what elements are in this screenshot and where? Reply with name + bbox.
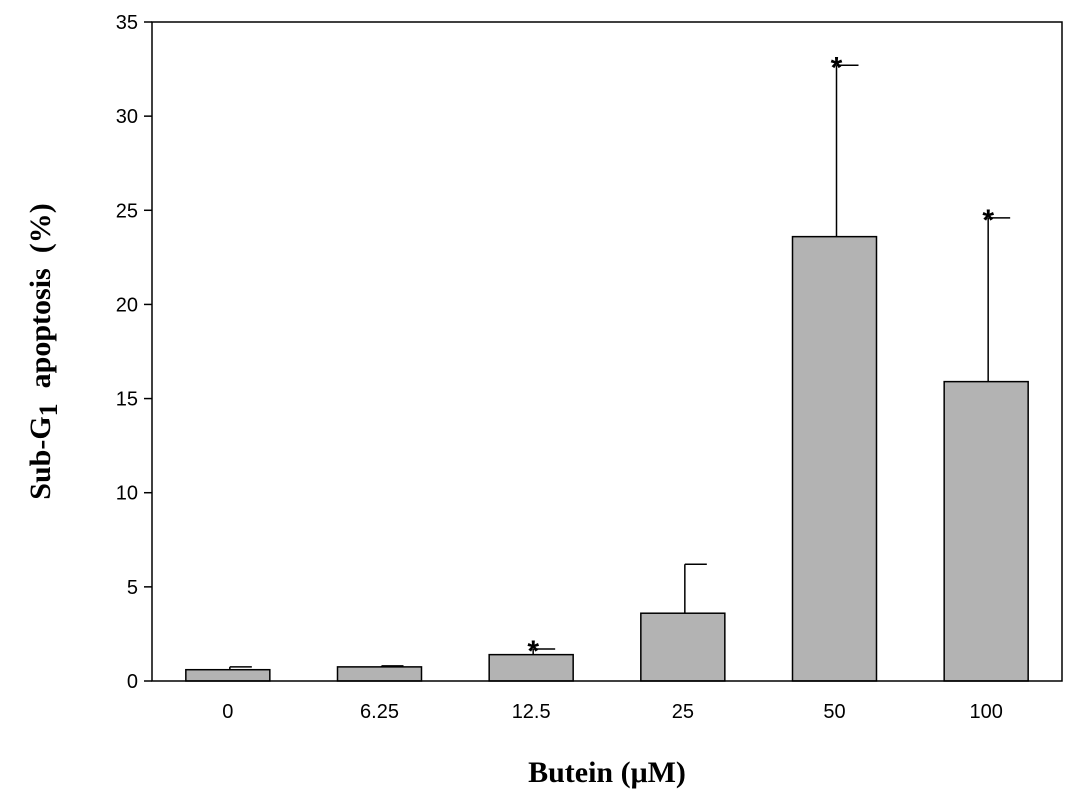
x-tick-label: 0 [222, 701, 233, 723]
y-axis: 0 5 10 15 20 25 30 35 [116, 12, 152, 693]
x-tick-label: 50 [823, 701, 845, 723]
error-bar [835, 64, 859, 237]
error-bar [684, 563, 707, 614]
error-bar [380, 665, 404, 667]
y-axis-title-suffix: apoptosis (%) [24, 203, 57, 403]
bars [185, 235, 1029, 682]
significance-marker: * [527, 635, 539, 668]
x-tick-label: 25 [672, 701, 694, 723]
significance-marker: * [982, 204, 994, 237]
x-tick-label: 100 [969, 701, 1002, 723]
y-tick-label: 25 [116, 200, 138, 222]
error-bar [532, 648, 556, 655]
error-bars [229, 64, 1011, 670]
y-tick-label: 0 [127, 671, 138, 693]
y-tick-label: 10 [116, 483, 138, 505]
error-bar [987, 217, 1011, 382]
x-tick-label: 12.5 [512, 701, 551, 723]
y-tick-label: 35 [116, 12, 138, 34]
y-axis-title-subscript: 1 [34, 403, 63, 416]
y-tick-label: 20 [116, 294, 138, 316]
significance-markers: * * * [527, 51, 994, 668]
plot-frame [151, 21, 1063, 682]
x-tick-label: 6.25 [360, 701, 399, 723]
y-tick-label: 5 [127, 577, 138, 599]
significance-marker: * [831, 51, 843, 84]
y-axis-title: Sub-G1 apoptosis (%) [24, 203, 63, 499]
x-axis: 0 6.25 12.5 25 50 100 [222, 701, 1003, 723]
y-tick-label: 15 [116, 389, 138, 411]
x-axis-title: Butein (μM) [528, 756, 686, 789]
bar [640, 612, 726, 682]
bar [488, 653, 574, 682]
bar [185, 668, 271, 682]
bar [336, 666, 423, 682]
y-axis-title-prefix: Sub-G [24, 416, 57, 499]
y-tick-label: 30 [116, 106, 138, 128]
bar [943, 380, 1029, 682]
error-bar [229, 666, 252, 670]
bar [791, 235, 878, 682]
